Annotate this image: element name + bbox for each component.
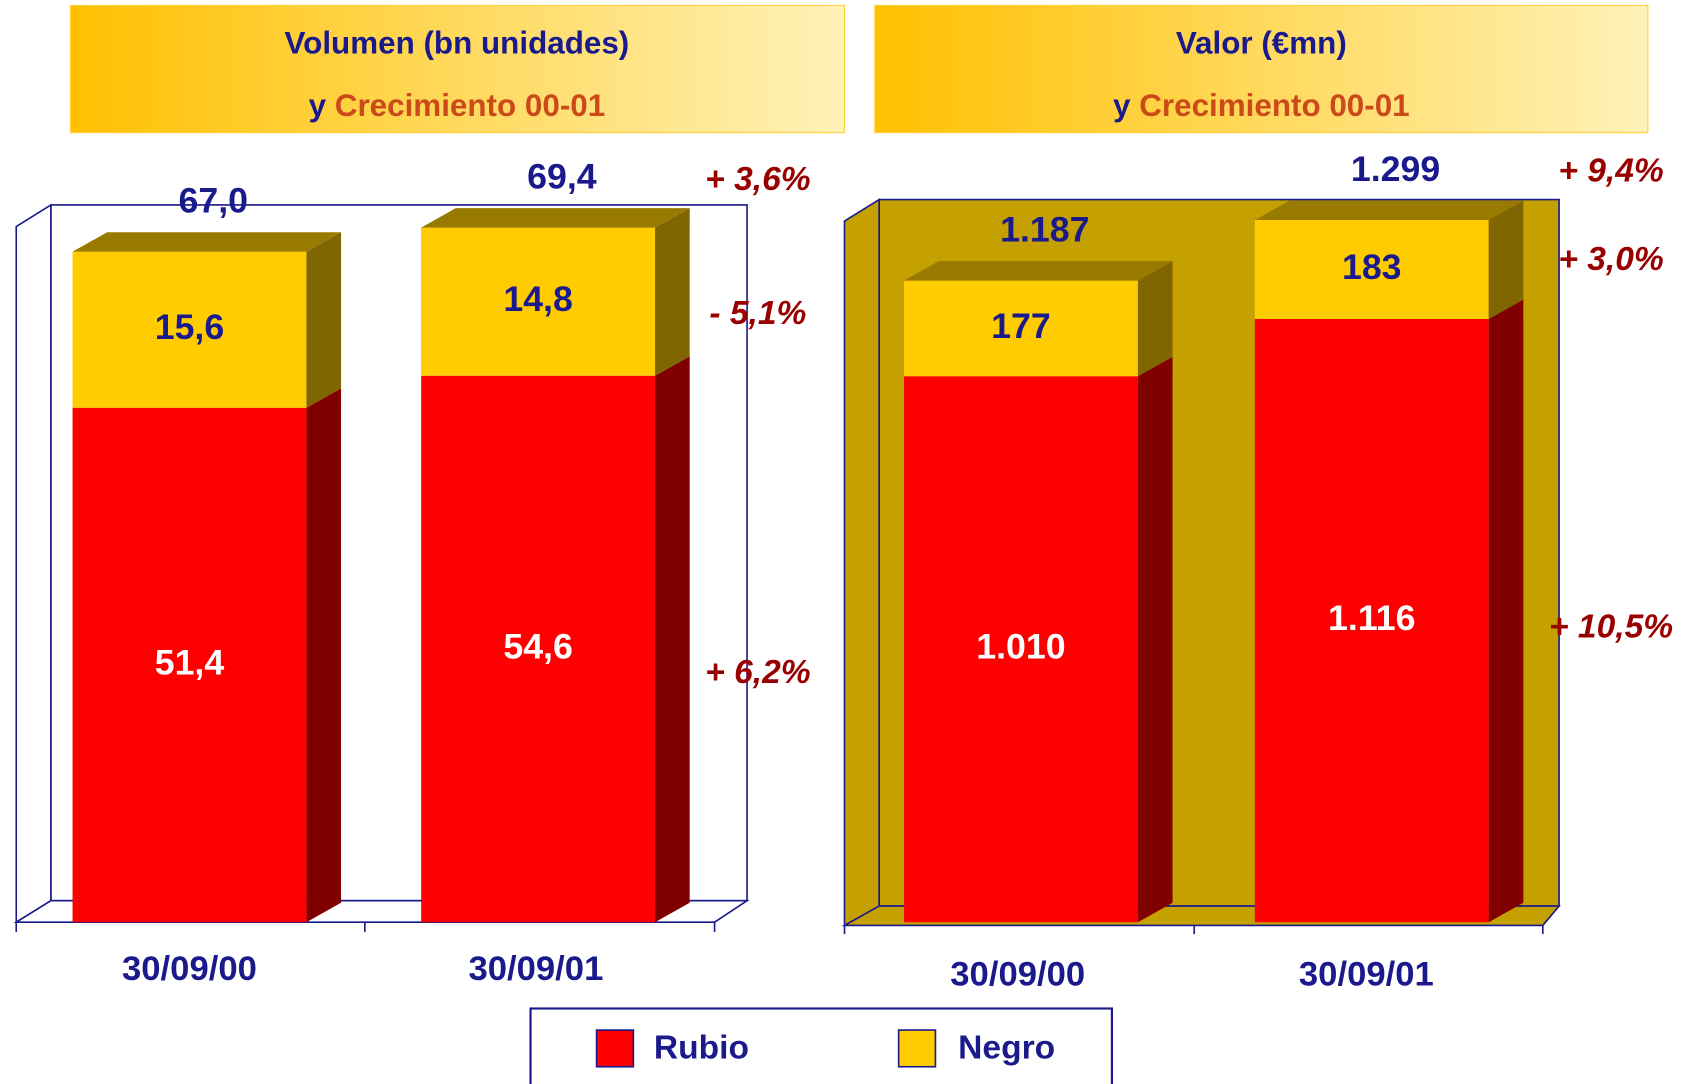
- side-wall: [15, 203, 52, 924]
- subtitle-prefix: y: [1113, 88, 1131, 123]
- data-label: 177: [991, 306, 1051, 346]
- side-wall: [843, 198, 880, 927]
- bar: [72, 251, 307, 408]
- legend-label: Rubio: [654, 1029, 749, 1066]
- x-tick-label: 30/09/01: [1299, 955, 1434, 993]
- legend-swatch: [897, 1029, 937, 1068]
- header-box: [874, 4, 1649, 134]
- legend-swatch: [595, 1029, 635, 1068]
- bar: [72, 407, 307, 923]
- growth-annotation: + 6,2%: [705, 654, 810, 691]
- bar: [1254, 318, 1489, 923]
- chart-title: Valor (€mn): [1176, 26, 1347, 61]
- x-tick-label: 30/09/00: [950, 955, 1085, 993]
- chart-subtitle: y Crecimiento 00-01: [1113, 88, 1410, 123]
- bar-side: [1488, 200, 1524, 319]
- bar: [421, 375, 656, 923]
- bar-side: [1137, 261, 1173, 377]
- bar-top: [72, 232, 342, 252]
- subtitle-text: Crecimiento 00-01: [1139, 88, 1409, 123]
- data-label: 14,8: [503, 279, 573, 319]
- total-label: 67,0: [179, 181, 249, 221]
- growth-annotation: + 10,5%: [1549, 609, 1673, 646]
- bar-top: [421, 208, 690, 228]
- bar: [421, 227, 656, 376]
- data-label: 15,6: [155, 307, 225, 347]
- total-label: 1.187: [1000, 210, 1089, 250]
- header-box: [69, 4, 846, 134]
- bar: [1254, 220, 1489, 319]
- data-label: 1.116: [1328, 598, 1415, 638]
- legend-label: Negro: [958, 1029, 1055, 1066]
- chart-subtitle: y Crecimiento 00-01: [309, 88, 606, 123]
- chart-title: Volumen (bn unidades): [285, 26, 630, 61]
- growth-annotation: + 3,6%: [705, 161, 810, 198]
- bar-side: [1488, 299, 1524, 923]
- x-tick-label: 30/09/00: [122, 950, 257, 988]
- x-tick-label: 30/09/01: [469, 950, 604, 988]
- bar-side: [306, 388, 342, 923]
- bar-top: [1254, 200, 1524, 221]
- growth-annotation: + 9,4%: [1558, 152, 1663, 189]
- subtitle-prefix: y: [309, 88, 327, 123]
- total-label: 69,4: [527, 157, 597, 197]
- growth-annotation: - 5,1%: [709, 295, 806, 332]
- bar-side: [655, 356, 690, 923]
- bar-side: [306, 232, 342, 408]
- data-label: 1.010: [976, 627, 1065, 667]
- total-label: 1.299: [1351, 149, 1440, 189]
- bar: [904, 376, 1138, 923]
- data-label: 54,6: [503, 626, 573, 666]
- data-label: 51,4: [155, 642, 225, 682]
- bar: [904, 280, 1138, 377]
- data-label: 183: [1342, 247, 1402, 287]
- growth-annotation: + 3,0%: [1558, 241, 1663, 278]
- subtitle-text: Crecimiento 00-01: [335, 88, 605, 123]
- bar-side: [655, 208, 690, 376]
- bar-side: [1137, 356, 1173, 923]
- bar-top: [904, 261, 1173, 281]
